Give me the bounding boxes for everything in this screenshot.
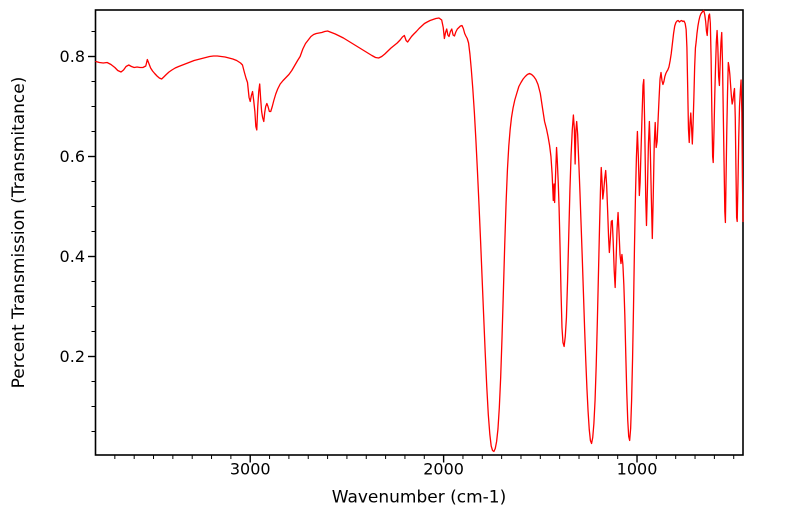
y-axis-label: Percent Transmission (Transmitance) xyxy=(9,77,29,389)
plot-border xyxy=(94,9,744,456)
x-tick-label: 3000 xyxy=(230,460,271,479)
plot-frame xyxy=(94,9,744,456)
x-tick-label: 2000 xyxy=(423,460,464,479)
y-tick-label: 0.4 xyxy=(60,247,85,266)
x-axis-tick-labels: 3000 2000 1000 xyxy=(230,460,658,479)
x-axis-label: Wavenumber (cm-1) xyxy=(332,488,507,508)
spectrum-line xyxy=(95,9,744,453)
x-axis-ticks xyxy=(114,455,735,463)
y-axis-ticks xyxy=(88,31,96,432)
y-tick-label: 0.8 xyxy=(60,47,85,66)
y-tick-label: 0.6 xyxy=(60,147,85,166)
x-tick-label: 1000 xyxy=(617,460,658,479)
y-tick-label: 0.2 xyxy=(60,347,85,366)
y-axis-tick-labels: 0.2 0.4 0.6 0.8 xyxy=(60,47,85,366)
